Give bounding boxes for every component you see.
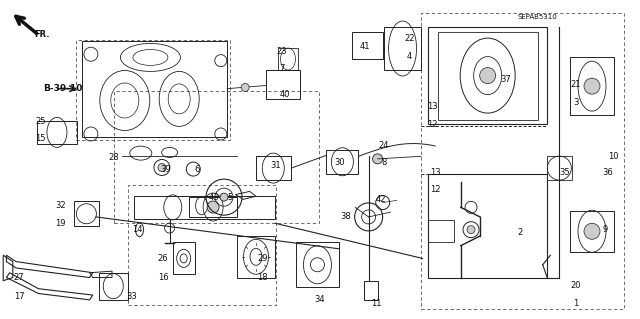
Bar <box>421 13 624 309</box>
Text: 2: 2 <box>517 228 522 237</box>
Text: 13: 13 <box>430 168 440 177</box>
Bar <box>76 40 230 140</box>
Text: 11: 11 <box>371 299 381 308</box>
Text: 38: 38 <box>340 212 351 221</box>
Text: 17: 17 <box>14 292 24 301</box>
Text: 42: 42 <box>376 195 386 204</box>
Circle shape <box>158 163 166 172</box>
Text: 24: 24 <box>379 141 389 150</box>
Text: 33: 33 <box>126 292 136 301</box>
Text: 37: 37 <box>500 75 511 84</box>
Text: B-39-10: B-39-10 <box>43 84 83 93</box>
Text: 29: 29 <box>257 254 268 263</box>
Text: FR.: FR. <box>34 30 49 39</box>
Text: SEPAB5310: SEPAB5310 <box>518 14 557 19</box>
Text: 15: 15 <box>35 134 45 143</box>
Text: 12: 12 <box>427 120 437 129</box>
Text: 19: 19 <box>56 219 66 228</box>
Text: 41: 41 <box>360 42 370 51</box>
Bar <box>128 185 276 305</box>
Circle shape <box>241 83 249 92</box>
Text: 21: 21 <box>571 80 581 89</box>
Text: 5: 5 <box>228 193 233 202</box>
Text: 25: 25 <box>35 117 45 126</box>
Text: 1: 1 <box>573 299 579 308</box>
Text: 6: 6 <box>195 165 200 174</box>
Text: 30: 30 <box>334 158 344 167</box>
Text: 18: 18 <box>257 273 268 282</box>
Bar <box>114 91 319 223</box>
Text: 23: 23 <box>276 47 287 56</box>
Circle shape <box>372 154 383 164</box>
Text: 22: 22 <box>404 34 415 43</box>
Text: 12: 12 <box>430 185 440 194</box>
Text: 31: 31 <box>270 161 280 170</box>
Text: 8: 8 <box>381 158 387 167</box>
Text: 13: 13 <box>427 102 437 111</box>
Text: 34: 34 <box>315 295 325 304</box>
Text: 32: 32 <box>56 201 66 210</box>
Text: 3: 3 <box>573 98 579 107</box>
Text: 27: 27 <box>14 273 24 282</box>
Text: 7: 7 <box>279 64 284 73</box>
Circle shape <box>467 226 475 234</box>
Text: 35: 35 <box>559 168 570 177</box>
Circle shape <box>584 223 600 239</box>
Circle shape <box>584 78 600 94</box>
Text: 20: 20 <box>571 281 581 290</box>
Text: 26: 26 <box>158 254 168 263</box>
Text: 36: 36 <box>603 168 613 177</box>
Text: 16: 16 <box>158 273 168 282</box>
Text: 40: 40 <box>280 90 290 99</box>
Text: 4: 4 <box>407 52 412 61</box>
Text: 14: 14 <box>132 225 143 234</box>
Text: 9: 9 <box>602 225 607 234</box>
Circle shape <box>207 201 219 213</box>
Circle shape <box>220 193 228 201</box>
Text: 28: 28 <box>109 153 119 162</box>
Text: 10: 10 <box>608 152 618 161</box>
Text: 43: 43 <box>209 193 220 202</box>
Circle shape <box>480 68 496 84</box>
Text: 39: 39 <box>160 165 170 174</box>
